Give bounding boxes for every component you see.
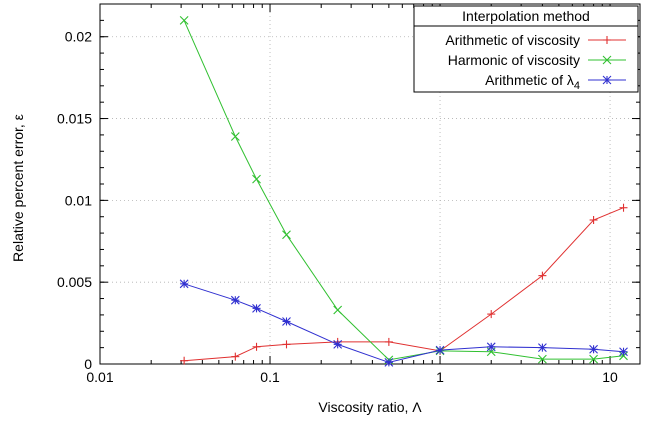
y-tick-label: 0.005 bbox=[57, 274, 92, 290]
marker-stroke bbox=[179, 279, 189, 289]
marker-stroke bbox=[589, 354, 598, 364]
marker-stroke bbox=[179, 15, 189, 25]
data-point bbox=[538, 343, 547, 353]
series-1 bbox=[180, 203, 628, 365]
data-point bbox=[619, 347, 628, 357]
marker-stroke bbox=[538, 354, 547, 364]
legend-marker bbox=[602, 55, 612, 65]
data-point bbox=[230, 132, 240, 141]
legend-label: Harmonic of viscosity bbox=[448, 52, 580, 68]
legend: Interpolation method Arithmetic of viscos… bbox=[413, 5, 639, 93]
data-point bbox=[282, 230, 291, 240]
data-point bbox=[384, 357, 394, 367]
marker-stroke bbox=[282, 317, 291, 326]
marker-stroke bbox=[486, 342, 496, 352]
legend-title: Interpolation method bbox=[462, 8, 590, 24]
marker-stroke bbox=[252, 303, 261, 313]
x-tick-label: 0.01 bbox=[86, 369, 113, 385]
y-axis-label: Relative percent error, ε bbox=[10, 114, 26, 262]
marker-stroke bbox=[230, 295, 240, 305]
legend-entry-1: Arithmetic of viscosity bbox=[445, 32, 626, 48]
data-point bbox=[180, 356, 189, 365]
marker-stroke bbox=[435, 345, 445, 355]
x-tick-label: 1 bbox=[436, 369, 444, 385]
y-tick-label: 0 bbox=[84, 356, 92, 372]
marker-stroke bbox=[619, 347, 628, 357]
tick-labels: 0.01 0.1 1 10 0 0.005 0.01 0.015 0.02 bbox=[57, 29, 618, 385]
y-tick-label: 0.015 bbox=[57, 111, 92, 127]
data-point bbox=[231, 352, 240, 361]
marker-stroke bbox=[333, 305, 343, 315]
data-point bbox=[384, 337, 393, 346]
legend-label: Arithmetic of λ4 bbox=[485, 72, 580, 92]
marker-stroke bbox=[252, 174, 261, 184]
y-tick-label: 0.02 bbox=[65, 29, 92, 45]
marker-stroke bbox=[602, 75, 612, 85]
data-point bbox=[487, 310, 496, 319]
data-point bbox=[589, 216, 598, 224]
data-point bbox=[230, 295, 240, 305]
marker-stroke bbox=[602, 55, 612, 65]
data-point bbox=[333, 339, 343, 349]
data-point bbox=[333, 305, 343, 315]
legend-label: Arithmetic of viscosity bbox=[445, 32, 580, 48]
data-point bbox=[282, 317, 291, 326]
legend-marker bbox=[603, 36, 611, 44]
x-axis-label: Viscosity ratio, Λ bbox=[318, 399, 422, 415]
legend-label-subscript: 4 bbox=[574, 80, 580, 92]
legend-box bbox=[413, 5, 639, 93]
data-point bbox=[179, 15, 189, 25]
legend-entry-2: Harmonic of viscosity bbox=[448, 52, 626, 68]
marker-stroke bbox=[282, 230, 291, 240]
data-point bbox=[538, 271, 547, 280]
data-point bbox=[252, 174, 261, 184]
data-point bbox=[589, 354, 598, 364]
data-point bbox=[589, 344, 598, 354]
series-line bbox=[184, 207, 624, 362]
marker-stroke bbox=[333, 339, 343, 349]
marker-stroke bbox=[619, 351, 628, 361]
data-point bbox=[252, 342, 261, 351]
data-series bbox=[179, 15, 628, 367]
data-point bbox=[282, 340, 291, 349]
series-line bbox=[183, 283, 624, 363]
data-point bbox=[435, 345, 445, 355]
marker-stroke bbox=[230, 132, 240, 141]
data-point bbox=[619, 351, 628, 361]
x-tick-label: 10 bbox=[602, 369, 618, 385]
series-3 bbox=[179, 279, 628, 367]
data-point bbox=[538, 354, 547, 364]
marker-stroke bbox=[589, 344, 598, 354]
data-point bbox=[486, 342, 496, 352]
legend-marker bbox=[602, 75, 612, 85]
data-point bbox=[179, 279, 189, 289]
data-point bbox=[252, 303, 261, 313]
y-tick-label: 0.01 bbox=[65, 192, 92, 208]
marker-stroke bbox=[538, 343, 547, 353]
x-tick-label: 0.1 bbox=[260, 369, 280, 385]
data-point bbox=[619, 203, 628, 212]
marker-stroke bbox=[384, 357, 394, 367]
legend-entry-3: Arithmetic of λ4 bbox=[485, 72, 626, 92]
